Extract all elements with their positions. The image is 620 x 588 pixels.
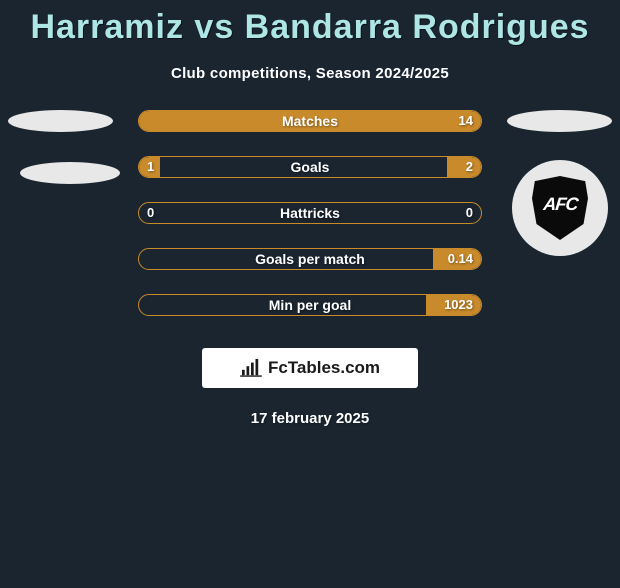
stat-row: 0Hattricks0 xyxy=(138,202,482,224)
subtitle: Club competitions, Season 2024/2025 xyxy=(0,65,620,82)
bar-chart-icon xyxy=(240,359,262,377)
right-badge-1 xyxy=(507,110,612,132)
comparison-chart: AFC Matches14 1Goals2 0Hattricks0 Goals per… xyxy=(0,110,620,330)
stat-right-value: 14 xyxy=(459,111,473,131)
logo-text: FcTables.com xyxy=(268,358,380,378)
stat-row: 1Goals2 xyxy=(138,156,482,178)
shield-text: AFC xyxy=(542,194,578,215)
shield-icon: AFC xyxy=(532,176,588,240)
stat-row: Min per goal1023 xyxy=(138,294,482,316)
stat-rows: Matches14 1Goals2 0Hattricks0 Goals per mat… xyxy=(138,110,482,340)
stat-row: Goals per match0.14 xyxy=(138,248,482,270)
source-logo[interactable]: FcTables.com xyxy=(202,348,418,388)
date-label: 17 february 2025 xyxy=(0,410,620,427)
stat-label: Goals xyxy=(139,157,481,177)
stat-right-value: 1023 xyxy=(444,295,473,315)
stat-right-value: 0.14 xyxy=(448,249,473,269)
right-team-badge: AFC xyxy=(512,160,608,256)
page-title: Harramiz vs Bandarra Rodrigues xyxy=(0,8,620,47)
left-badge-1 xyxy=(8,110,113,132)
stat-right-value: 0 xyxy=(466,203,473,223)
stat-label: Min per goal xyxy=(139,295,481,315)
stat-label: Goals per match xyxy=(139,249,481,269)
left-badge-2 xyxy=(20,162,120,184)
stat-label: Matches xyxy=(139,111,481,131)
stat-right-value: 2 xyxy=(466,157,473,177)
stat-label: Hattricks xyxy=(139,203,481,223)
stat-row: Matches14 xyxy=(138,110,482,132)
